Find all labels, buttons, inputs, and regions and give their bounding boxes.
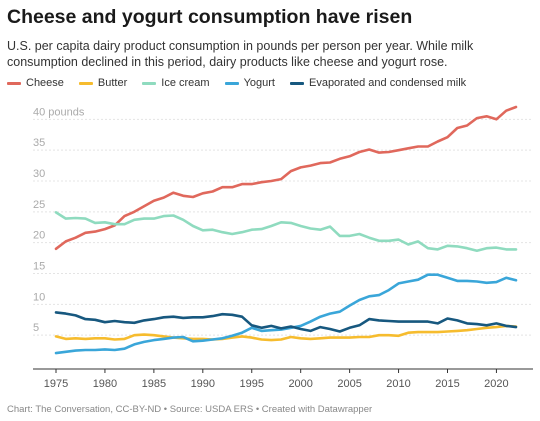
x-tick-label: 1990: [191, 378, 215, 390]
legend-label: Evaporated and condensed milk: [308, 77, 467, 89]
y-tick-label: 5: [33, 322, 39, 334]
y-tick-label: 25: [33, 199, 45, 211]
legend-item-butter: Butter: [78, 77, 128, 89]
legend-label: Butter: [97, 77, 128, 89]
x-tick-label: 2005: [337, 378, 361, 390]
series-line-butter: [54, 324, 518, 342]
x-tick-label: 2020: [484, 378, 508, 390]
legend-item-yogurt: Yogurt: [224, 77, 275, 89]
x-tick-label: 2000: [288, 378, 312, 390]
legend-item-cheese: Cheese: [7, 77, 64, 89]
y-tick-label: 15: [33, 261, 45, 273]
series-line-yogurt: [54, 273, 518, 355]
x-tick-label: 1975: [44, 378, 68, 390]
y-tick-label: 40 pounds: [33, 106, 85, 118]
legend-item-evaporated-and-condensed-milk: Evaporated and condensed milk: [289, 77, 467, 89]
legend-item-ice-cream: Ice cream: [142, 77, 210, 89]
x-tick-label: 1985: [142, 378, 166, 390]
legend-label: Yogurt: [243, 77, 275, 89]
series-line-cheese: [54, 105, 518, 251]
y-tick-label: 20: [33, 230, 45, 242]
legend: Cheese Butter Ice cream Yogurt Evaporated an…: [7, 77, 481, 89]
legend-swatch: [7, 81, 21, 85]
x-tick-label: 1995: [240, 378, 264, 390]
chart-footer: Chart: The Conversation, CC-BY-ND • Sour…: [7, 404, 373, 415]
legend-swatch: [224, 81, 239, 85]
chart-subtitle: U.S. per capita dairy product consumptio…: [7, 39, 474, 69]
chart-title: Cheese and yogurt consumption have risen: [7, 6, 413, 28]
x-tick-label: 2010: [386, 378, 410, 390]
legend-label: Ice cream: [161, 77, 210, 89]
series-line-ice-cream: [54, 211, 518, 252]
legend-swatch: [142, 81, 157, 85]
y-tick-label: 30: [33, 168, 45, 180]
y-tick-label: 35: [33, 137, 45, 149]
series-line-evaporated-and-condensed-milk: [54, 311, 518, 333]
legend-label: Cheese: [26, 77, 64, 89]
legend-swatch: [289, 81, 304, 85]
legend-swatch: [78, 81, 93, 85]
y-tick-label: 10: [33, 291, 45, 303]
line-chart: 5 10 15 20 25 30 35 40 pounds 1975 1980 1985 1990 19…: [33, 105, 533, 390]
x-tick-label: 2015: [435, 378, 459, 390]
x-tick-label: 1980: [93, 378, 117, 390]
